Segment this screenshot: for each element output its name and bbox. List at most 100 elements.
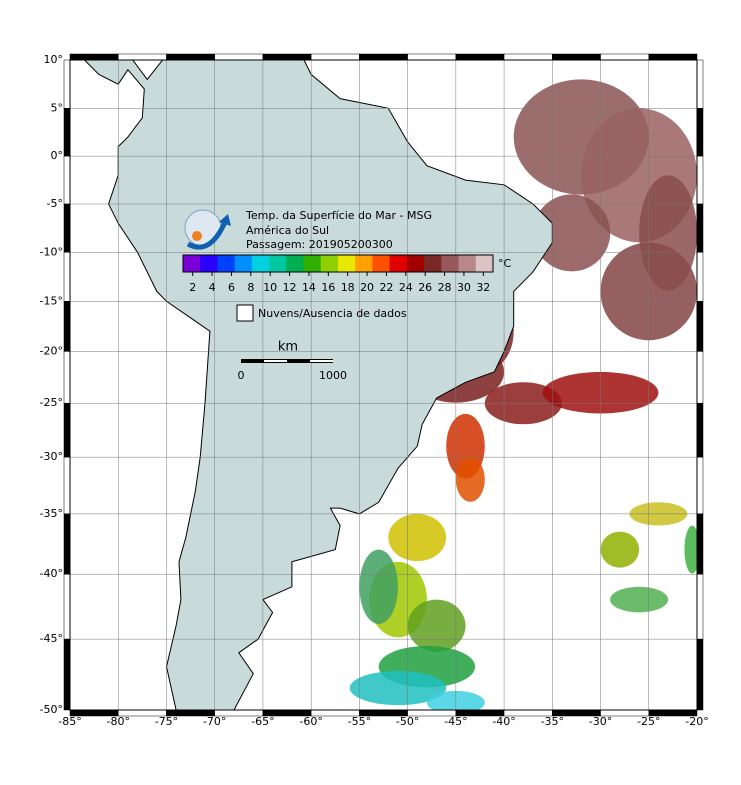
colorbar-cell [286, 255, 305, 272]
x-tick-label: -50° [396, 715, 419, 728]
scale-bar [241, 359, 333, 363]
frame-segment [696, 301, 704, 352]
frame-segment [696, 513, 704, 575]
y-tick-label: -45° [40, 632, 63, 645]
frame-segment [310, 53, 360, 61]
frame-segment [455, 53, 505, 61]
frame-segment [696, 573, 704, 640]
frame-segment [696, 402, 704, 458]
frame-segment [63, 513, 71, 575]
y-tick-label: -40° [40, 567, 63, 580]
frame-segment [407, 53, 457, 61]
frame-segment [696, 456, 704, 515]
sst-patch [455, 457, 485, 502]
y-tick-label: 0° [51, 149, 64, 162]
frame-segment [696, 638, 704, 711]
title-line: Passagem: 201905200300 [246, 238, 393, 251]
x-tick-label: -65° [251, 715, 274, 728]
x-tick-label: -55° [348, 715, 371, 728]
frame-segment [63, 301, 71, 352]
colorbar-tick-label: 14 [302, 281, 316, 294]
colorbar-cell [355, 255, 373, 272]
x-tick-label: -80° [106, 715, 129, 728]
colorbar-tick-label: 22 [379, 281, 393, 294]
colorbar-tick-label: 32 [476, 281, 490, 294]
colorbar-tick-label: 12 [283, 281, 297, 294]
colorbar-cell [303, 255, 322, 272]
frame-segment [63, 108, 71, 157]
y-tick-label: -50° [40, 703, 63, 716]
colorbar-tick-label: 4 [209, 281, 216, 294]
colorbar-cell [475, 255, 494, 272]
frame-segment [63, 573, 71, 640]
logo [184, 209, 231, 250]
sst-patch [359, 549, 398, 624]
frame-segment [359, 53, 408, 61]
sst-patch [600, 531, 640, 568]
frame-segment [63, 402, 71, 458]
colorbar-tick-label: 30 [457, 281, 471, 294]
colorbar-cell [441, 255, 460, 272]
colorbar-tick-label: 6 [228, 281, 235, 294]
x-tick-label: -35° [541, 715, 564, 728]
colorbar-cell [424, 255, 442, 272]
colorbar-border [182, 254, 494, 273]
x-tick-label: -60° [299, 715, 322, 728]
colorbar-cell [251, 255, 270, 272]
frame-segment [63, 203, 71, 253]
colorbar-cell [269, 255, 287, 272]
legend-label: Nuvens/Ausencia de dados [258, 307, 407, 320]
frame-segment [696, 203, 704, 253]
colorbar-tick-label: 18 [341, 281, 355, 294]
frame-segment [63, 155, 71, 205]
sst-patch [610, 586, 669, 613]
colorbar: 2 4 6 8 10 12 14 16 18 20 22 24 26 28 30 32 [182, 254, 494, 294]
frame-segment [648, 53, 698, 61]
sst-patch [388, 513, 447, 562]
sst-patch [349, 670, 447, 706]
y-tick-label: -10° [40, 245, 63, 258]
title-line: América do Sul [246, 224, 329, 237]
colorbar-tick-label: 10 [263, 281, 277, 294]
colorbar-tick-label: 8 [247, 281, 254, 294]
frame-segment [214, 53, 264, 61]
frame-segment [696, 155, 704, 205]
colorbar-tick-label: 16 [321, 281, 335, 294]
frame-segment [503, 53, 553, 61]
scale-unit: km [278, 340, 298, 355]
colorbar-cell [234, 255, 253, 272]
colorbar-cell [200, 255, 218, 272]
y-tick-label: 5° [51, 101, 64, 114]
y-tick-label: -20° [40, 344, 63, 357]
frame-border [69, 59, 698, 711]
legend-swatch [236, 304, 254, 322]
colorbar-cell [389, 255, 408, 272]
y-tick-label: -25° [40, 396, 63, 409]
y-tick-label: -30° [40, 450, 63, 463]
frame-segment [117, 53, 167, 61]
x-tick-label: -70° [203, 715, 226, 728]
y-tick-label: -15° [40, 294, 63, 307]
frame-segment [69, 53, 119, 61]
sst-patch [684, 525, 697, 574]
grid [70, 60, 697, 710]
frame-segment [696, 59, 704, 109]
x-tick-label: -20° [685, 715, 708, 728]
colorbar-cell [338, 255, 356, 272]
colorbar-tick-label: 28 [438, 281, 452, 294]
colorbar-cell [320, 255, 339, 272]
colorbar-tick-label: 2 [189, 281, 196, 294]
title-line: Temp. da Superfície do Mar - MSG [245, 209, 432, 222]
frame-segment [696, 108, 704, 157]
colorbar-cell [458, 255, 477, 272]
scale-label: 1000 [319, 369, 347, 382]
x-tick-label: -40° [492, 715, 515, 728]
frame-segment [552, 53, 601, 61]
frame-segment [696, 351, 704, 404]
y-tick-label: -35° [40, 507, 63, 520]
frame-segment [63, 59, 71, 109]
frame-segment [696, 252, 704, 302]
x-tick-label: -75° [155, 715, 178, 728]
x-tick-label: -85° [58, 715, 81, 728]
frame [63, 53, 704, 717]
